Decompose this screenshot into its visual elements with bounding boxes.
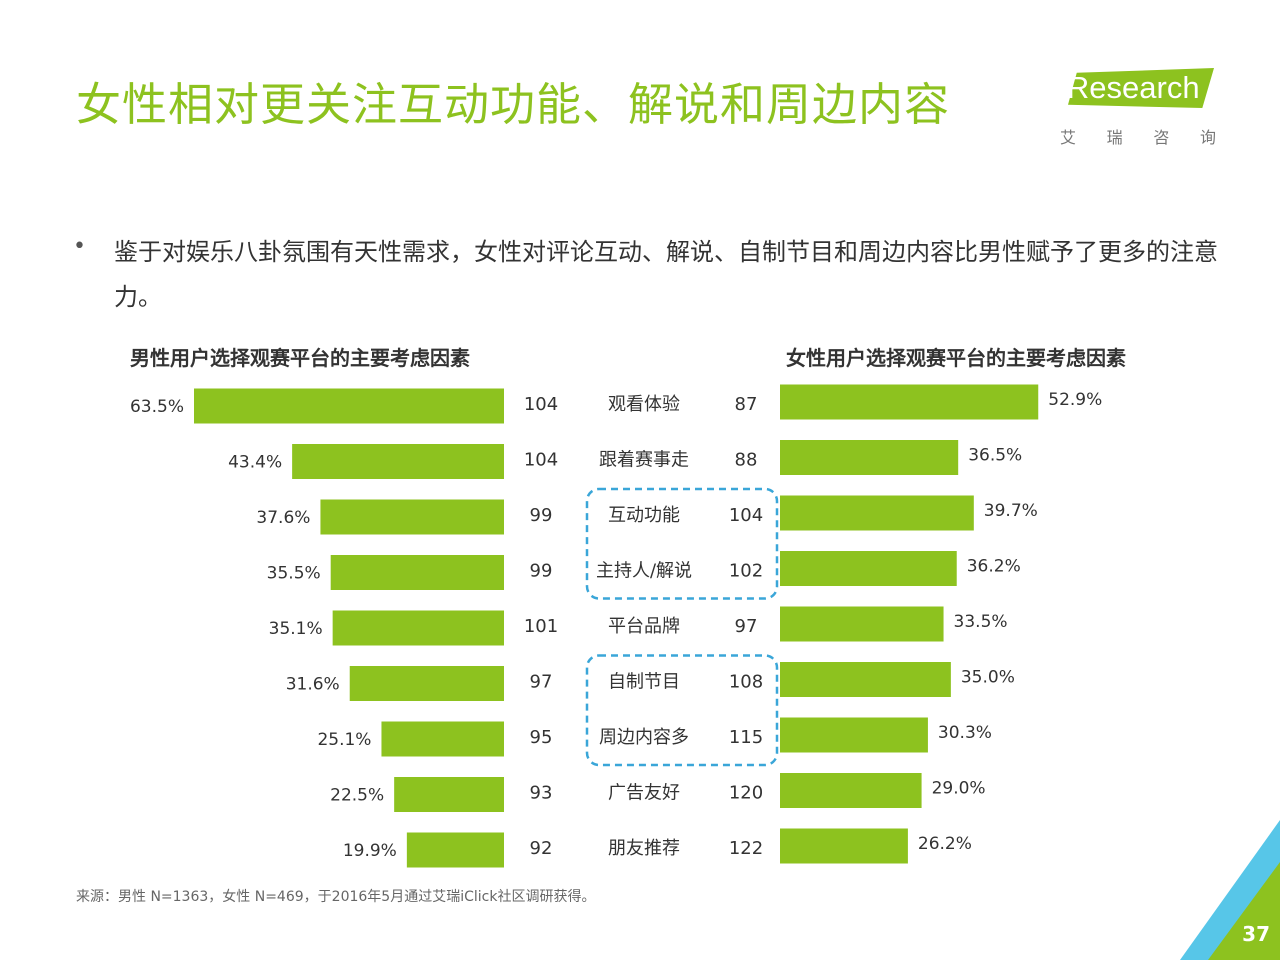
male-bar [320,499,504,535]
category-label: 广告友好 [608,783,680,804]
female-value-label: 30.3% [938,723,992,743]
female-index-label: 88 [735,450,758,471]
male-bar [292,444,504,479]
female-index-label: 104 [729,505,763,526]
female-bar [780,384,1039,420]
female-bar [780,440,959,475]
female-index-label: 108 [729,672,763,693]
male-index-label: 99 [530,561,553,582]
bullet-icon: • [73,234,86,259]
iresearch-logo: iResearch 艾 瑞 咨 询 [1058,66,1220,150]
logo-sub-char: 咨 [1153,128,1170,147]
female-bar [780,773,922,808]
female-index-label: 120 [729,783,763,804]
male-value-label: 22.5% [330,786,384,806]
logo-sub-char: 瑞 [1106,128,1123,147]
female-value-label: 33.5% [954,612,1008,632]
female-value-label: 26.2% [918,834,972,854]
summary-text: 鉴于对娱乐八卦氛围有天性需求，女性对评论互动、解说、自制节目和周边内容比男性赋予… [114,238,1218,311]
category-label: 平台品牌 [608,616,680,637]
male-value-label: 43.4% [228,453,282,473]
female-chart-title: 女性用户选择观赛平台的主要考虑因素 [786,346,1126,370]
male-value-label: 35.5% [267,564,321,584]
female-bar [780,606,944,642]
male-value-label: 35.1% [269,619,323,639]
male-value-label: 25.1% [317,730,371,750]
male-bar [194,388,504,424]
highlight-box [585,487,779,600]
female-index-label: 115 [729,727,763,748]
male-value-label: 31.6% [286,675,340,695]
category-label: 自制节目 [608,672,680,693]
page-title: 女性相对更关注互动功能、解说和周边内容 [76,78,951,131]
female-bar [780,828,908,864]
male-bar [406,832,504,868]
male-value-label: 63.5% [130,397,184,417]
female-value-label: 36.5% [968,446,1022,466]
male-index-label: 92 [530,838,553,859]
female-index-label: 102 [729,561,763,582]
female-value-label: 29.0% [932,779,986,799]
male-bar [349,666,504,701]
logo-text: iResearch [1060,70,1200,105]
male-chart-title: 男性用户选择观赛平台的主要考虑因素 [130,346,470,370]
page-number: 37 [1242,922,1270,946]
source-note: 来源：男性 N=1363，女性 N=469，于2016年5月通过艾瑞iClick… [76,889,596,905]
female-bar [780,662,951,697]
female-bar [780,495,974,531]
male-bar [330,555,504,590]
male-bar [381,721,504,757]
female-value-label: 35.0% [961,668,1015,688]
logo-sub-char: 询 [1199,128,1216,147]
female-bar [780,551,957,586]
female-value-label: 52.9% [1048,390,1102,410]
female-bar [780,717,928,753]
male-bar [332,610,504,646]
category-label: 跟着赛事走 [599,450,689,471]
logo-sub-char: 艾 [1060,128,1077,147]
category-label: 周边内容多 [599,727,689,748]
category-label: 主持人/解说 [596,561,692,582]
male-index-label: 104 [524,450,558,471]
logo-badge [1068,68,1214,108]
female-value-label: 36.2% [967,557,1021,577]
male-index-label: 104 [524,394,558,415]
male-index-label: 95 [530,727,553,748]
logo-subtitle: 艾 瑞 咨 询 [1060,124,1216,148]
female-index-label: 122 [729,838,763,859]
male-index-label: 93 [530,783,553,804]
female-index-label: 97 [735,616,758,637]
male-value-label: 19.9% [343,841,397,861]
male-bar [394,777,504,812]
category-label: 观看体验 [608,394,680,415]
female-value-label: 39.7% [984,501,1038,521]
male-index-label: 97 [530,672,553,693]
category-label: 朋友推荐 [608,838,680,859]
male-index-label: 99 [530,505,553,526]
category-label: 互动功能 [608,505,680,526]
female-index-label: 87 [735,394,758,415]
male-index-label: 101 [524,616,558,637]
highlight-box [585,654,779,767]
male-value-label: 37.6% [256,508,310,528]
corner-decoration: 37 [1180,820,1280,960]
